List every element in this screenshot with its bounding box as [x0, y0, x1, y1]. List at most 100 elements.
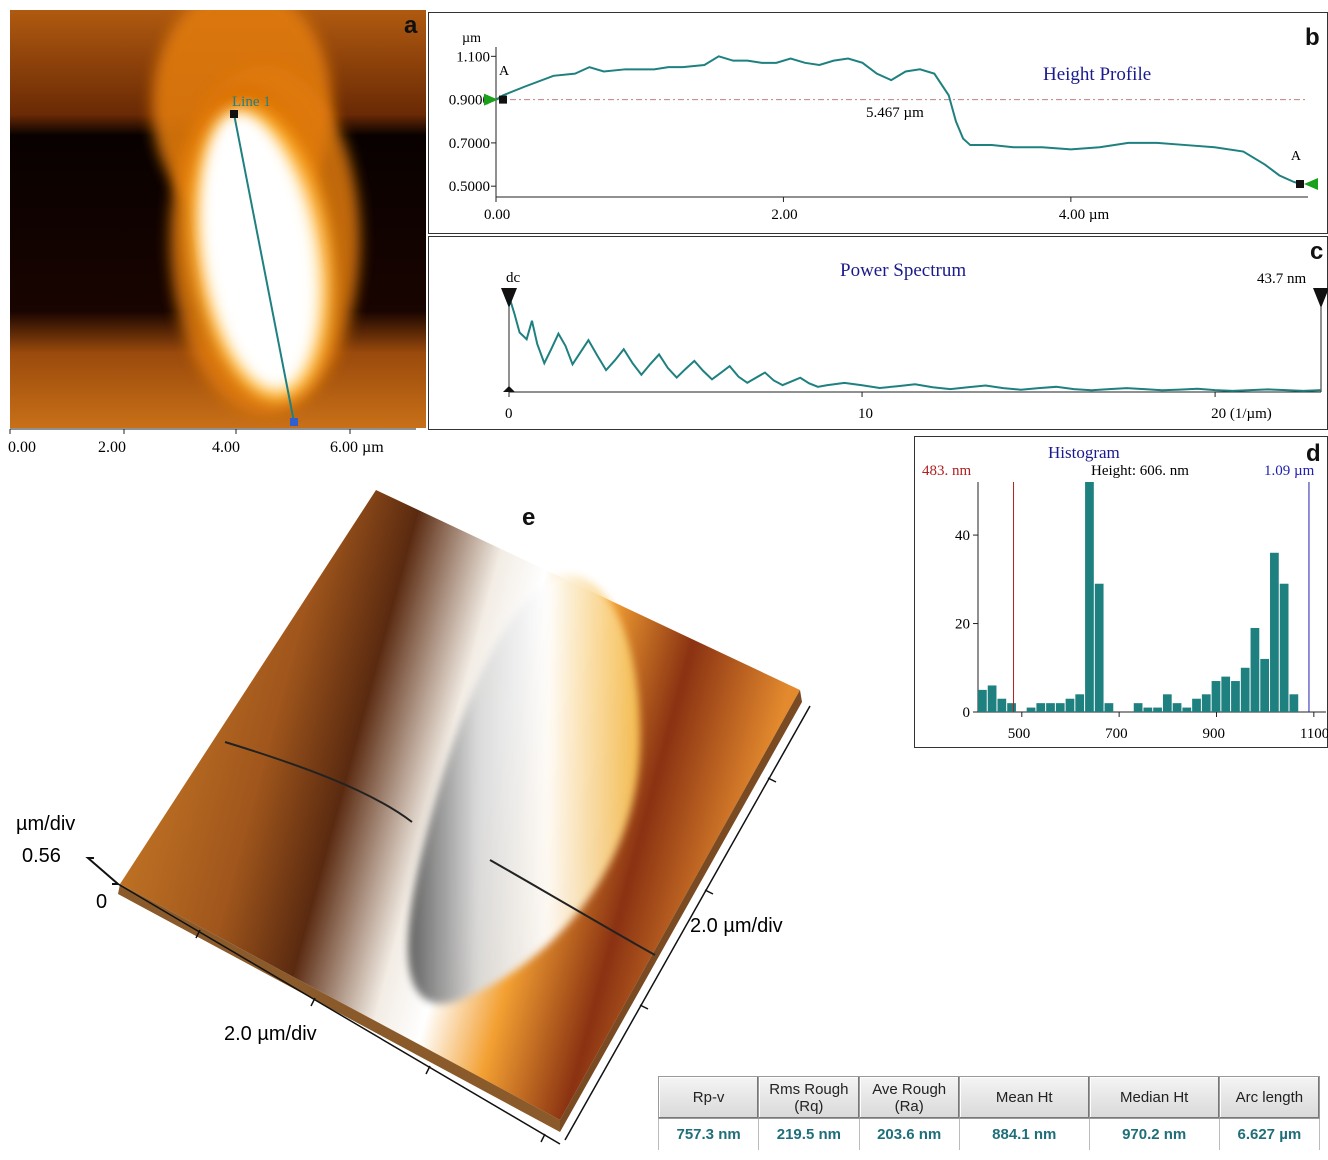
- histogram-bar: [1231, 681, 1240, 712]
- x-tick-label: 0: [505, 406, 513, 422]
- y-tick-label: 0.7000: [449, 136, 490, 152]
- power-spectrum-series: [508, 295, 1322, 392]
- y-tick-label: 40: [955, 528, 970, 544]
- y-tick-label: 20: [955, 617, 970, 633]
- histogram-bar: [1162, 694, 1172, 712]
- histogram-bar: [1055, 703, 1065, 712]
- cursor-label: A: [499, 64, 510, 79]
- panel-e-3d-surface: µm/div 0.56 0 2.0 µm/div 2.0 µm/div: [16, 490, 811, 1145]
- x-tick-label: 1100 nm: [1300, 726, 1328, 742]
- histogram-bar: [1104, 703, 1114, 712]
- stats-value: 219.5 nm: [758, 1118, 860, 1150]
- y-tick-label: 0: [963, 705, 971, 721]
- line-1-label: Line 1: [232, 94, 271, 110]
- histogram-bar: [1279, 583, 1289, 712]
- histogram-bar: [1270, 552, 1279, 712]
- panel-label-a: a: [404, 12, 418, 39]
- x-axis-scale: 2.0 µm/div: [224, 1023, 317, 1045]
- end-cursor-marker-icon: [1304, 178, 1318, 191]
- right-cursor-label: 1.09 µm: [1264, 463, 1315, 479]
- line-start-marker-icon[interactable]: [230, 110, 238, 118]
- histogram-bar: [1153, 707, 1162, 712]
- stats-header[interactable]: Rp-v: [657, 1075, 760, 1120]
- stats-value-row: 757.3 nm 219.5 nm 203.6 nm 884.1 nm 970.…: [657, 1118, 1321, 1150]
- y-axis-unit: µm: [462, 31, 481, 46]
- cursor-size-label: 43.7 nm: [1257, 271, 1307, 287]
- height-profile-chart: µm 1.100 0.9000 0.7000 0.5000 0.00 2.00 4.00 µm…: [449, 31, 1318, 223]
- panel-a: Line 1: [10, 0, 426, 428]
- histogram-bar: [1221, 676, 1231, 712]
- distance-label: 5.467 µm: [866, 105, 924, 121]
- power-spectrum-chart: 0 10 20 (1/µm) Power Spectrum dc 43.7 nm: [501, 260, 1328, 422]
- x-tick-label: 500: [1008, 726, 1031, 742]
- histogram-bar: [1260, 658, 1270, 712]
- histogram-bar: [1240, 667, 1250, 712]
- y-axis-scale: 2.0 µm/div: [690, 915, 783, 937]
- z-axis-max: 0.56: [22, 845, 61, 867]
- afm-topview-image: Line 1: [10, 0, 426, 428]
- panel-a-x-tick: 2.00: [98, 439, 126, 456]
- start-point-marker-icon: [499, 95, 507, 104]
- histogram-bar: [1075, 694, 1085, 712]
- stats-header[interactable]: Mean Ht: [958, 1075, 1090, 1120]
- line-end-marker-icon[interactable]: [290, 418, 298, 426]
- stats-header-row: Rp-v Rms Rough (Rq) Ave Rough (Ra) Mean …: [657, 1075, 1321, 1120]
- baseline-marker-icon: [503, 386, 515, 392]
- histogram-bar: [1094, 583, 1104, 712]
- histogram-bar: [978, 689, 987, 712]
- panel-a-x-tick: 0.00: [8, 439, 36, 456]
- cursor-label: A: [1291, 149, 1302, 164]
- z-axis-unit: µm/div: [16, 813, 75, 835]
- stats-header[interactable]: Ave Rough (Ra): [858, 1075, 960, 1120]
- left-cursor-label: 483. nm: [922, 463, 972, 479]
- height-annotation: Height: 606. nm: [1091, 463, 1189, 479]
- dc-label: dc: [506, 270, 521, 286]
- histogram-bar: [1172, 703, 1182, 712]
- height-profile-series: [495, 55, 1302, 185]
- panel-a-x-tick: 6.00 µm: [330, 439, 384, 456]
- panel-label-e: e: [522, 504, 536, 531]
- roughness-stats-table: Rp-v Rms Rough (Rq) Ave Rough (Ra) Mean …: [657, 1075, 1321, 1150]
- histogram-bar: [1065, 698, 1075, 712]
- y-tick-label: 0.5000: [449, 179, 490, 195]
- x-tick-label: 2.00: [771, 207, 797, 223]
- surface-ridge: [408, 573, 640, 1004]
- histogram-bar: [1133, 703, 1143, 712]
- histogram-bar: [987, 685, 997, 712]
- z-axis-min: 0: [96, 891, 107, 913]
- histogram-bar: [1192, 698, 1201, 712]
- stats-header[interactable]: Rms Rough (Rq): [758, 1075, 860, 1120]
- x-tick-label: 0.00: [484, 207, 510, 223]
- histogram-bar: [1046, 703, 1055, 712]
- stats-value: 970.2 nm: [1088, 1118, 1220, 1150]
- chart-title: Histogram: [1048, 443, 1120, 462]
- y-tick-label: 1.100: [456, 49, 490, 65]
- dc-cursor-icon: [501, 288, 517, 308]
- x-tick-label: 900: [1202, 726, 1225, 742]
- end-point-marker-icon: [1296, 180, 1304, 189]
- stats-value: 203.6 nm: [858, 1118, 960, 1150]
- panel-a-x-tick: 4.00: [212, 439, 240, 456]
- histogram-bar: [1182, 707, 1192, 712]
- x-tick-label: 4.00 µm: [1059, 207, 1110, 223]
- x-tick-label: 700: [1105, 726, 1128, 742]
- stats-header[interactable]: Arc length: [1218, 1075, 1321, 1120]
- x-tick-label: 20 (1/µm): [1211, 406, 1272, 422]
- x-tick-label: 10: [858, 406, 873, 422]
- histogram-bar: [1143, 707, 1153, 712]
- histogram-bar: [1211, 681, 1221, 712]
- panel-label-b: b: [1305, 24, 1320, 51]
- histogram-bar: [1201, 694, 1211, 712]
- histogram-bar: [1026, 707, 1036, 712]
- histogram-bar: [1036, 703, 1046, 712]
- stats-value: 6.627 µm: [1218, 1118, 1321, 1150]
- stats-value: 884.1 nm: [958, 1118, 1090, 1150]
- histogram-bar: [997, 698, 1007, 712]
- histogram-bar: [1289, 694, 1299, 712]
- stats-header[interactable]: Median Ht: [1088, 1075, 1220, 1120]
- histogram-bar: [1085, 482, 1094, 712]
- start-cursor-marker-icon: [484, 93, 498, 106]
- max-cursor-icon: [1313, 288, 1328, 308]
- panel-c-frame: [428, 236, 1328, 430]
